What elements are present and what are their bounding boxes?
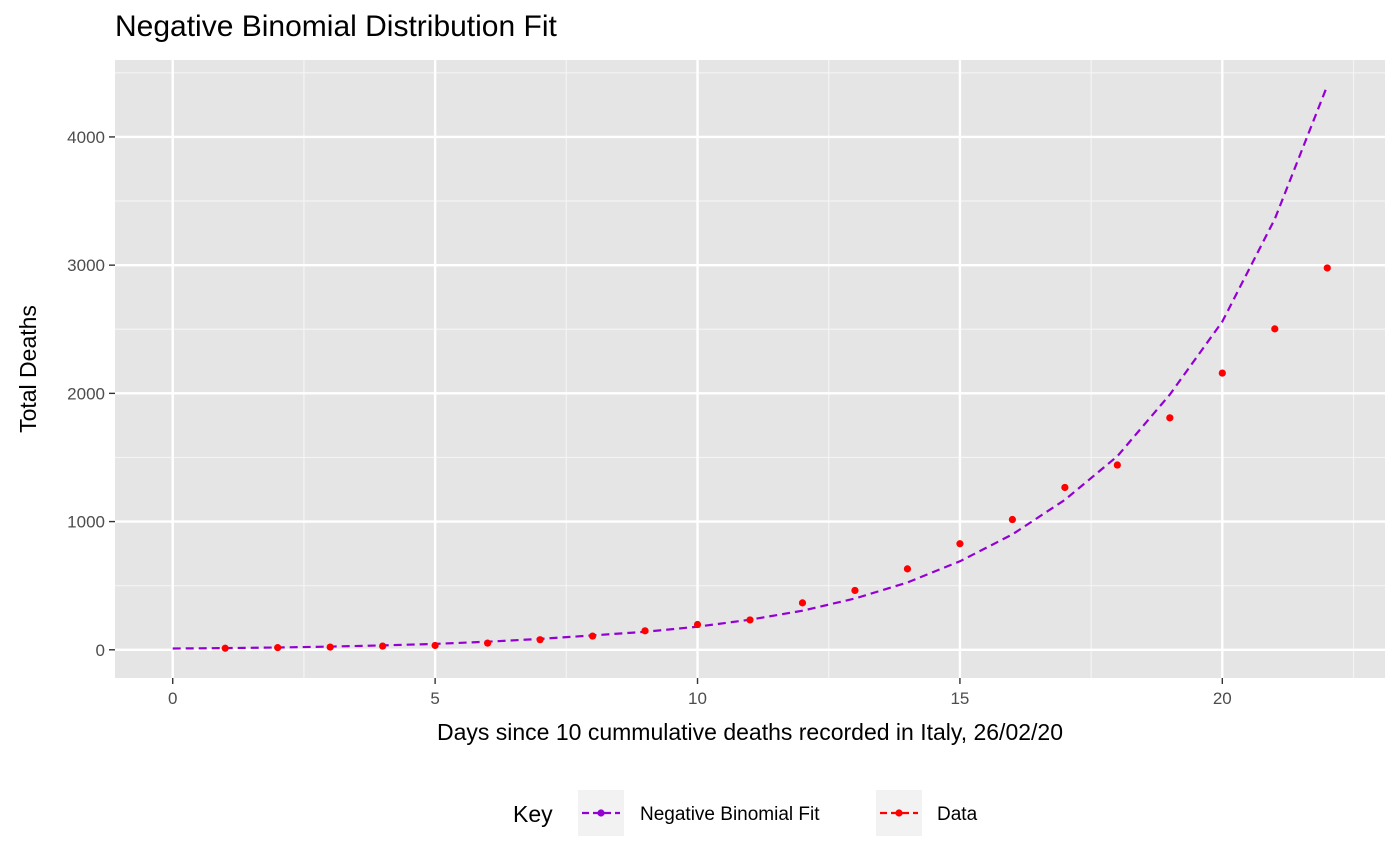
- data-point: [1323, 264, 1331, 272]
- data-point: [851, 586, 859, 595]
- legend: Key Negative Binomial Fit Data: [513, 790, 978, 836]
- data-point: [1271, 325, 1279, 333]
- x-tick-label: 20: [1213, 689, 1232, 708]
- data-point: [379, 642, 387, 650]
- data-point: [956, 540, 964, 548]
- legend-label-data: Data: [937, 804, 978, 825]
- data-point: [536, 636, 544, 644]
- data-point: [588, 632, 597, 640]
- axes: 0 5 10 15 20 0 1000 2000 3000 4000: [67, 128, 1232, 708]
- chart-title: Negative Binomial Distribution Fit: [115, 10, 557, 43]
- data-point: [431, 641, 439, 650]
- y-tick-label: 1000: [67, 513, 105, 532]
- data-point: [1113, 461, 1121, 469]
- x-tick-label: 15: [950, 689, 969, 708]
- panel-background: [115, 60, 1385, 678]
- y-tick-label: 4000: [67, 128, 105, 147]
- y-tick-label: 3000: [67, 256, 105, 275]
- y-tick-label: 2000: [67, 384, 105, 403]
- data-point: [326, 643, 334, 651]
- data-point: [484, 639, 492, 647]
- legend-label-fit: Negative Binomial Fit: [640, 804, 820, 825]
- data-point: [274, 644, 282, 652]
- data-point: [903, 565, 912, 573]
- data-point: [746, 616, 754, 624]
- y-tick-label: 0: [96, 641, 105, 660]
- data-point: [1008, 515, 1016, 524]
- legend-title: Key: [513, 801, 553, 827]
- plot-panel: [115, 60, 1385, 678]
- legend-key-fit-point: [597, 809, 605, 817]
- data-point: [641, 627, 649, 635]
- data-point: [1166, 414, 1174, 422]
- data-point: [1061, 483, 1069, 492]
- x-tick-label: 0: [168, 689, 177, 708]
- data-point: [798, 599, 807, 607]
- data-point: [693, 620, 702, 629]
- legend-key-data-point: [895, 809, 903, 817]
- data-point: [221, 644, 229, 652]
- x-tick-label: 5: [430, 689, 439, 708]
- data-point: [1218, 369, 1226, 377]
- x-tick-label: 10: [688, 689, 707, 708]
- y-axis-title: Total Deaths: [15, 305, 41, 433]
- x-axis-title: Days since 10 cummulative deaths recorde…: [437, 719, 1063, 745]
